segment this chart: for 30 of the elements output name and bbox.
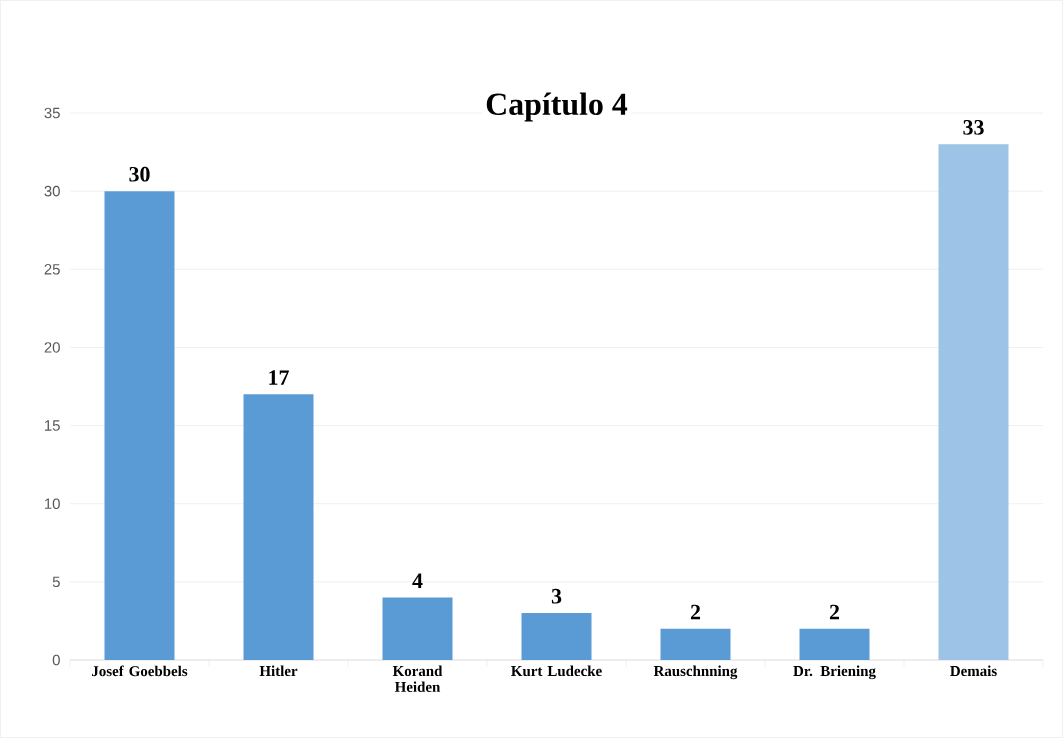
x-tick-label: Kurt Ludecke bbox=[511, 665, 602, 677]
y-tick-label: 35 bbox=[44, 107, 60, 119]
bar bbox=[660, 628, 731, 660]
data-label: 30 bbox=[129, 166, 150, 182]
y-tick-label: 20 bbox=[44, 342, 60, 353]
bar bbox=[243, 394, 314, 660]
bar bbox=[521, 613, 592, 660]
bar bbox=[799, 628, 870, 660]
data-label: 2 bbox=[829, 604, 840, 620]
bar bbox=[938, 144, 1009, 660]
bar bbox=[104, 191, 175, 660]
x-tick-label: Demais bbox=[950, 665, 997, 677]
y-tick-label: 30 bbox=[44, 185, 60, 197]
data-label: 33 bbox=[963, 120, 984, 135]
y-tick-label: 25 bbox=[44, 263, 60, 275]
x-tick-label: Hitler bbox=[259, 665, 298, 677]
data-label: 2 bbox=[690, 604, 701, 620]
chart-title: Capítulo 4 bbox=[486, 92, 628, 122]
x-tick-label: Rauschnning bbox=[653, 665, 738, 680]
data-label: 17 bbox=[269, 370, 289, 385]
y-tick-label: 0 bbox=[52, 654, 60, 666]
y-tick-label: 10 bbox=[45, 498, 60, 509]
data-label: 4 bbox=[412, 573, 423, 588]
y-tick-label: 5 bbox=[52, 576, 60, 588]
x-tick-label: Korand Heiden bbox=[392, 665, 443, 692]
x-tick-label: Josef Goebbels bbox=[92, 665, 188, 677]
data-label: 3 bbox=[551, 588, 562, 604]
y-tick-label: 15 bbox=[45, 420, 60, 431]
x-tick-label: Dr. Briening bbox=[793, 665, 876, 680]
bar bbox=[382, 597, 453, 660]
